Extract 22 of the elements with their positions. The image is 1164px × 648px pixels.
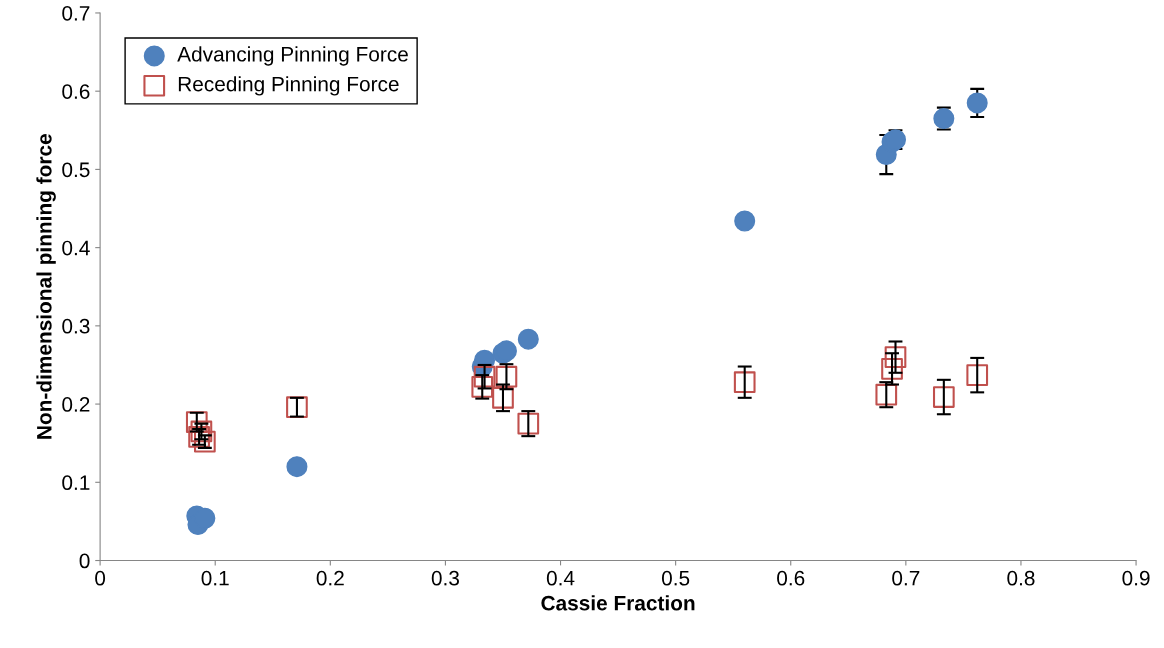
x-tick-label: 0.3 [431,570,459,586]
y-axis-title: Non-dimensional pinning force [36,134,56,439]
x-tick-label: 0.7 [892,570,920,586]
x-tick-label: 0.1 [201,570,229,586]
x-tick-label: 0 [95,570,106,586]
y-tick-label: 0.1 [62,475,90,491]
y-tick-label: 0.6 [62,84,90,99]
x-axis-title: Cassie Fraction [541,595,695,611]
x-tick-label: 0.6 [777,570,805,586]
x-tick-label: 0.2 [316,570,344,586]
x-tick-label: 0.4 [546,570,575,586]
y-tick-label: 0.5 [62,162,90,178]
legend-label: Advancing Pinning Force [177,46,408,66]
y-tick-label: 0.4 [62,240,90,256]
x-tick-label: 0.5 [661,570,690,586]
legend-label: Receding Pinning Force [178,76,399,96]
x-tick-label: 0.9 [1122,570,1150,586]
y-tick-label: 0 [79,553,90,569]
x-tick-label: 0.8 [1007,570,1035,586]
y-tick-label: 0.7 [62,5,90,21]
y-tick-label: 0.2 [62,397,90,412]
y-tick-label: 0.3 [62,318,90,334]
